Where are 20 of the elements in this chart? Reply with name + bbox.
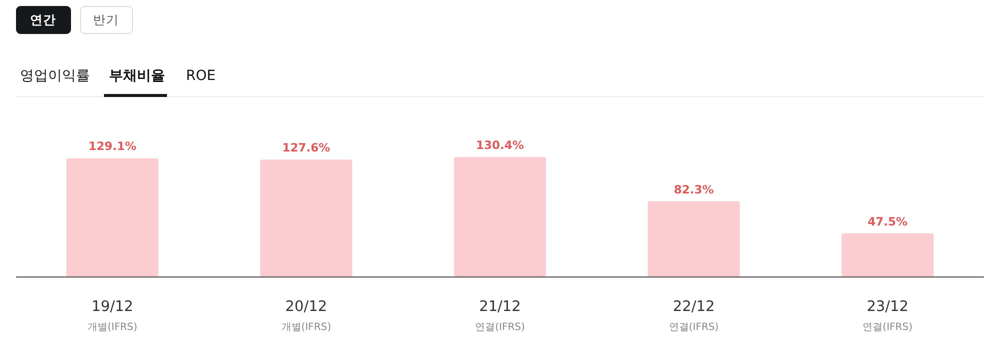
data-label: 127.6% bbox=[282, 140, 331, 155]
x-tick-label: 22/12 연결(IFRS) bbox=[668, 299, 719, 333]
x-tick-label: 19/12 개별(IFRS) bbox=[88, 299, 138, 333]
x-tick-label: 21/12 연결(IFRS) bbox=[475, 299, 525, 333]
text: 반기 bbox=[93, 12, 119, 27]
bar bbox=[260, 160, 352, 277]
text: 연간 bbox=[30, 12, 56, 27]
bar bbox=[842, 233, 934, 277]
data-label: 130.4% bbox=[476, 138, 524, 152]
bar bbox=[66, 158, 158, 277]
text: 영업이익률 bbox=[20, 68, 90, 84]
text: ROE bbox=[186, 68, 216, 84]
text: 부채비율 bbox=[109, 68, 165, 84]
data-label: 82.3% bbox=[674, 182, 714, 196]
bar bbox=[648, 201, 740, 277]
x-tick-label: 23/12 연결(IFRS) bbox=[862, 299, 913, 333]
data-label: 129.1% bbox=[88, 139, 137, 154]
x-tick-label: 20/12 개별(IFRS) bbox=[281, 299, 332, 333]
data-label: 47.5% bbox=[868, 214, 908, 228]
bar bbox=[454, 157, 546, 277]
